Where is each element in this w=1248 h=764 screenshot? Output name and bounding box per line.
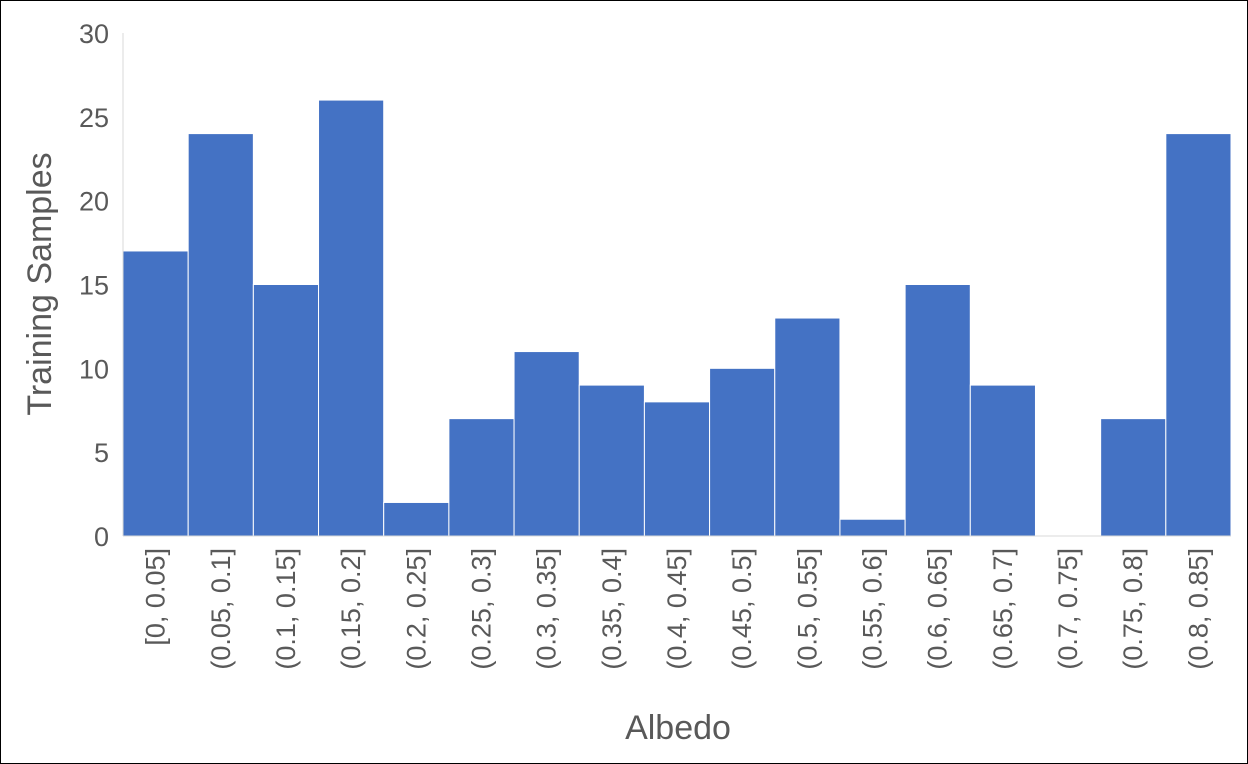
x-tick-label-15: (0.75, 0.8] (1118, 548, 1148, 670)
x-tick-label-4: (0.2, 0.25] (401, 548, 431, 670)
y-axis-title: Training Samples (21, 152, 59, 415)
x-tick-label-1: (0.05, 0.1] (206, 548, 236, 670)
bars-group (122, 99, 1232, 537)
x-tick-label-6: (0.3, 0.35] (532, 548, 562, 670)
bar-3 (318, 99, 385, 537)
bar-0 (122, 250, 189, 537)
x-tick-label-13: (0.65, 0.7] (988, 548, 1018, 670)
x-tick-label-0: [0, 0.05] (141, 548, 171, 646)
bar-4 (383, 501, 450, 537)
x-tick-label-7: (0.35, 0.4] (597, 548, 627, 670)
y-tick-label-2: 10 (79, 354, 109, 384)
bar-6 (513, 351, 580, 537)
bar-16 (1165, 133, 1232, 537)
bar-13 (969, 384, 1036, 537)
bar-1 (187, 133, 254, 537)
y-tick-label-4: 20 (79, 187, 109, 217)
bar-7 (578, 384, 645, 537)
x-tick-label-11: (0.55, 0.6] (858, 548, 888, 670)
bar-15 (1100, 418, 1167, 537)
x-axis-title: Albedo (625, 709, 731, 747)
bar-10 (774, 317, 841, 537)
x-tick-label-3: (0.15, 0.2] (336, 548, 366, 670)
y-tick-label-0: 0 (94, 522, 109, 552)
bar-9 (709, 367, 776, 537)
x-tick-label-16: (0.8, 0.85] (1183, 548, 1213, 670)
y-tick-label-3: 15 (79, 271, 109, 301)
y-tick-label-1: 5 (94, 438, 109, 468)
x-tick-label-12: (0.6, 0.65] (923, 548, 953, 670)
y-tick-label-6: 30 (79, 19, 109, 49)
x-tick-label-5: (0.25, 0.3] (466, 548, 496, 670)
y-tick-label-5: 25 (79, 103, 109, 133)
x-tick-label-2: (0.1, 0.15] (271, 548, 301, 670)
x-tick-label-14: (0.7, 0.75] (1053, 548, 1083, 670)
x-tick-label-9: (0.45, 0.5] (727, 548, 757, 670)
x-tick-label-10: (0.5, 0.55] (792, 548, 822, 670)
bar-8 (643, 401, 711, 537)
bar-12 (904, 284, 971, 537)
x-tick-label-8: (0.4, 0.45] (662, 548, 692, 670)
bar-5 (448, 418, 515, 537)
bar-11 (839, 518, 906, 537)
bar-2 (252, 284, 320, 537)
y-tick-labels: 0 5 10 15 20 25 30 (79, 19, 109, 552)
x-tick-labels: [0, 0.05] (0.05, 0.1] (0.1, 0.15] (0.15, 0.… (141, 548, 1214, 670)
